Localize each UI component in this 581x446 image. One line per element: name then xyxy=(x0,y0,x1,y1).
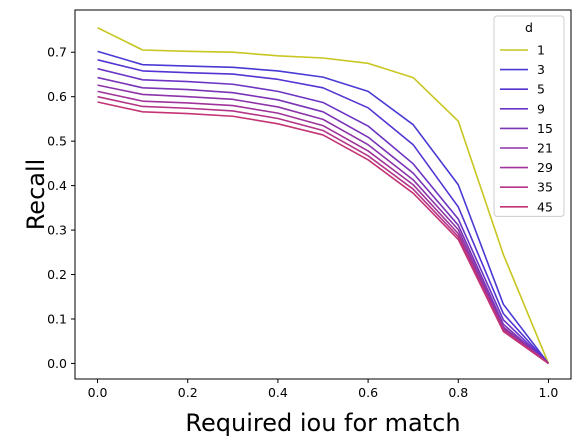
series-line-5 xyxy=(97,59,550,364)
x-tick-label: 0.2 xyxy=(178,385,198,400)
plot-frame xyxy=(74,9,572,380)
legend-entry-label: 29 xyxy=(537,160,553,175)
legend-entry-label: 21 xyxy=(537,141,553,156)
series-line-3 xyxy=(97,50,550,364)
x-tick-label: 0.8 xyxy=(448,385,468,400)
y-tick-label: 0.4 xyxy=(47,178,67,193)
series-layer xyxy=(97,27,550,365)
y-tick-label: 0.6 xyxy=(47,89,67,104)
legend-entry-label: 15 xyxy=(537,121,553,136)
y-tick-label: 0.7 xyxy=(47,45,67,60)
series-line-21 xyxy=(97,84,549,365)
y-tick-label: 0.5 xyxy=(47,134,67,149)
legend-box xyxy=(493,15,565,217)
ticks-layer: 0.0 0.2 0.4 0.6 0.8 1.0 0.0 0.1 0.2 0.3 0.4 0.5 0.6 0… xyxy=(47,45,558,400)
y-tick-label: 0.3 xyxy=(47,223,67,238)
legend-title: d xyxy=(525,20,533,35)
y-tick-label: 0.2 xyxy=(47,267,67,282)
y-tick-label: 0.0 xyxy=(47,356,67,371)
series-line-45 xyxy=(97,101,549,365)
legend-entry-label: 35 xyxy=(537,180,553,195)
legend-entry-label: 5 xyxy=(537,82,545,97)
legend-entry-label: 3 xyxy=(537,62,545,77)
y-tick-label: 0.1 xyxy=(47,311,67,326)
x-tick-label: 1.0 xyxy=(539,385,559,400)
series-line-29 xyxy=(97,90,549,365)
legend-entry-label: 1 xyxy=(537,43,545,58)
x-axis-label: Required iou for match xyxy=(185,409,460,437)
legend-entry-label: 9 xyxy=(537,101,545,116)
x-tick-label: 0.4 xyxy=(268,385,288,400)
series-line-9 xyxy=(97,67,550,365)
series-line-15 xyxy=(97,76,549,365)
x-tick-label: 0.6 xyxy=(358,385,378,400)
series-line-35 xyxy=(97,95,549,365)
legend-entry-label: 45 xyxy=(537,199,553,214)
series-line-1 xyxy=(97,27,550,364)
x-tick-label: 0.0 xyxy=(88,385,108,400)
y-axis-label: Recall xyxy=(22,159,50,231)
